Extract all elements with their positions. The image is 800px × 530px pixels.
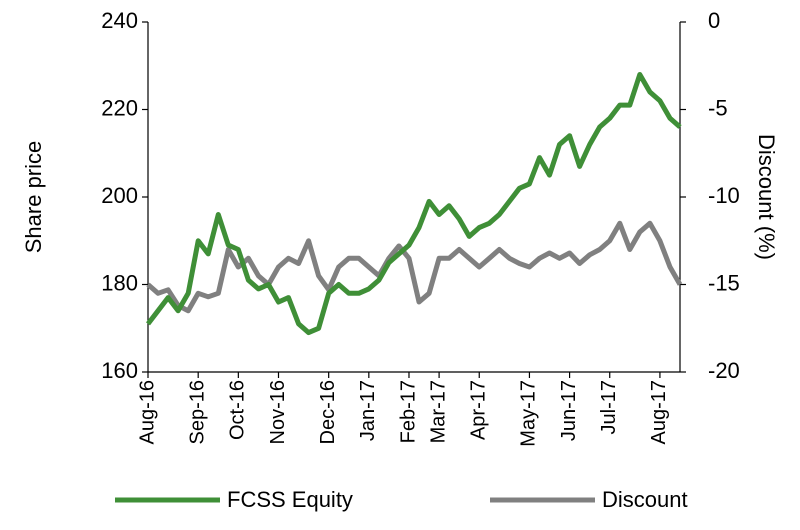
x-tick-label: Jun-17	[558, 380, 580, 441]
legend-label: FCSS Equity	[227, 487, 353, 512]
x-tick-label: Oct-16	[227, 380, 249, 440]
x-tick-label: Dec-16	[317, 380, 339, 444]
legend-label: Discount	[602, 487, 688, 512]
y-tick-label: 160	[101, 358, 138, 383]
x-tick-label: Nov-16	[267, 380, 289, 444]
x-tick-label: Jan-17	[357, 380, 379, 441]
x-tick-label: Feb-17	[397, 380, 419, 443]
y2-tick-label: -10	[708, 183, 740, 208]
y-tick-label: 240	[101, 8, 138, 33]
x-tick-label: May-17	[518, 380, 540, 447]
x-tick-label: Aug-17	[648, 380, 670, 445]
series-line	[146, 220, 683, 314]
y2-tick-label: -15	[708, 270, 740, 295]
y2-tick-label: -20	[708, 358, 740, 383]
x-tick-label: Sep-16	[186, 380, 208, 445]
y-tick-label: 200	[101, 183, 138, 208]
y-tick-label: 220	[101, 95, 138, 120]
series-line	[146, 72, 682, 336]
x-tick-label: Mar-17	[427, 380, 449, 443]
y2-tick-label: 0	[708, 8, 720, 33]
y-tick-label: 180	[101, 270, 138, 295]
y-axis-label: Share price	[21, 141, 46, 254]
y2-tick-label: -5	[708, 95, 728, 120]
x-tick-label: Aug-16	[136, 380, 158, 445]
x-tick-label: Apr-17	[468, 380, 490, 440]
y2-axis-label: Discount (%)	[754, 134, 779, 260]
x-tick-label: Jul-17	[598, 380, 620, 434]
